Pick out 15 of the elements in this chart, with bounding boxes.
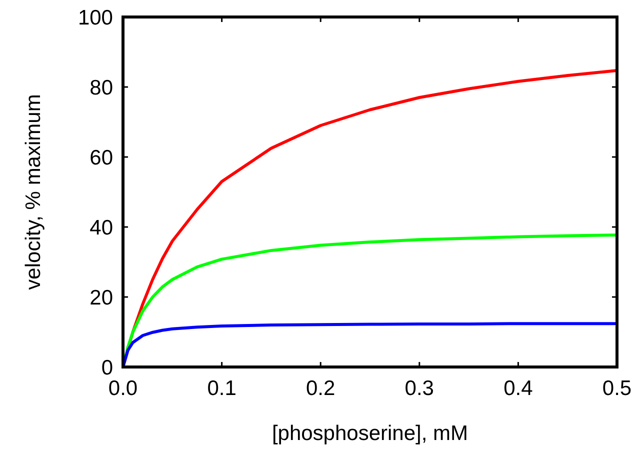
- x-tick-label: 0.1: [207, 377, 236, 400]
- x-tick-label: 0.2: [306, 377, 336, 400]
- y-tick-label: 100: [78, 6, 113, 30]
- y-tick-label: 40: [90, 216, 113, 240]
- line-series: [122, 322, 618, 368]
- y-tick-label: 0: [101, 356, 113, 380]
- x-axis-title: [phosphoserine], mM: [272, 422, 468, 445]
- x-tick-label: 0.5: [602, 377, 632, 400]
- x-tick-label: 0.4: [504, 377, 534, 400]
- x-tick-label: 0.0: [108, 377, 138, 400]
- x-tick-label: 0.3: [404, 377, 434, 400]
- y-tick-label: 20: [90, 286, 113, 310]
- y-tick-label: 60: [90, 146, 113, 170]
- y-axis-title: velocity, % maximum: [22, 94, 45, 290]
- y-tick-label: 80: [90, 76, 113, 100]
